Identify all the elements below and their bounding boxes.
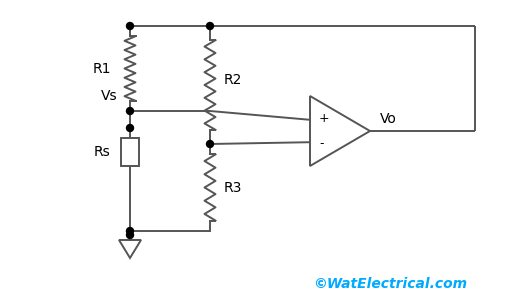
Circle shape [207,23,214,29]
Circle shape [127,227,134,234]
Text: Vs: Vs [101,89,118,103]
Text: +: + [319,112,330,125]
Circle shape [127,125,134,132]
Circle shape [127,23,134,29]
Text: R2: R2 [224,73,242,87]
Text: R3: R3 [224,181,242,195]
Text: ©WatElectrical.com: ©WatElectrical.com [313,277,467,291]
Circle shape [127,107,134,114]
Circle shape [207,140,214,147]
Bar [121,138,139,166]
Text: Vo: Vo [380,112,397,126]
Text: -: - [319,137,323,150]
Text: Rs: Rs [94,145,110,159]
Text: R1: R1 [93,62,111,76]
Circle shape [127,232,134,238]
